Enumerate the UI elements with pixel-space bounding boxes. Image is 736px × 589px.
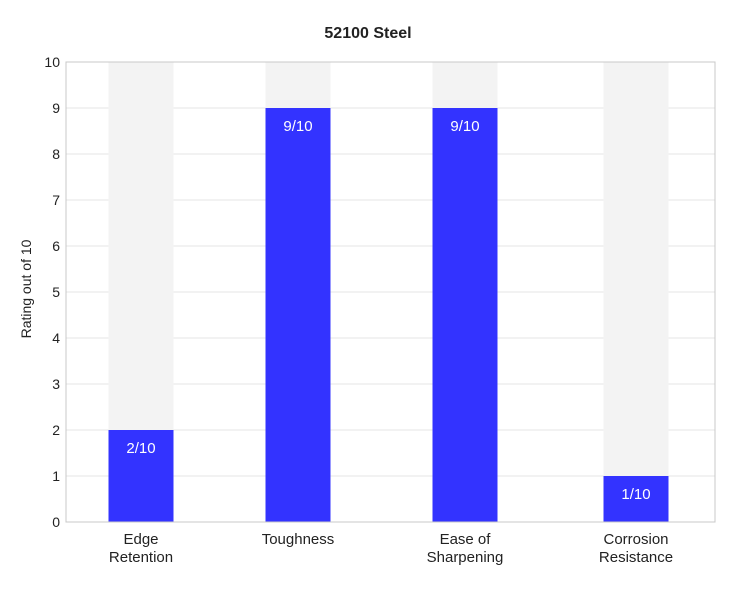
data-label: 1/10 (621, 486, 650, 503)
data-label: 2/10 (126, 440, 155, 457)
x-tick-label-line: Edge (123, 531, 158, 548)
x-tick-label-line: Retention (109, 549, 173, 566)
y-tick-label: 1 (52, 468, 60, 484)
bars (108, 108, 669, 522)
x-tick-label-line: Corrosion (603, 531, 668, 548)
bar (265, 108, 331, 522)
x-tick-label-line: Sharpening (427, 549, 504, 566)
y-axis-label: Rating out of 10 (18, 239, 34, 338)
x-tick-label-line: Ease of (440, 531, 492, 548)
gridlines (66, 107, 715, 477)
y-tick-label: 2 (52, 422, 60, 438)
data-labels: 2/10 9/10 9/10 1/10 (126, 118, 650, 503)
bar-track (603, 62, 669, 522)
y-tick-label: 6 (52, 238, 60, 254)
bar (603, 476, 669, 522)
y-tick-label: 8 (52, 146, 60, 162)
data-label: 9/10 (450, 118, 479, 135)
y-tick-label: 9 (52, 100, 60, 116)
data-label: 9/10 (283, 118, 312, 135)
chart-title: 52100 Steel (324, 25, 411, 42)
y-tick-label: 5 (52, 284, 60, 300)
y-axis-ticks: 0 1 2 3 4 5 6 7 8 9 10 (44, 54, 60, 530)
y-tick-label: 7 (52, 192, 60, 208)
y-tick-label: 0 (52, 514, 60, 530)
x-tick-label: Toughness (262, 531, 335, 548)
x-tick-label-line: Toughness (262, 531, 335, 548)
y-tick-label: 10 (44, 54, 60, 70)
y-tick-label: 4 (52, 330, 60, 346)
bar (108, 430, 174, 522)
y-tick-label: 3 (52, 376, 60, 392)
plot-frame (65, 61, 716, 523)
x-tick-label-line: Resistance (599, 549, 673, 566)
bar (432, 108, 498, 522)
